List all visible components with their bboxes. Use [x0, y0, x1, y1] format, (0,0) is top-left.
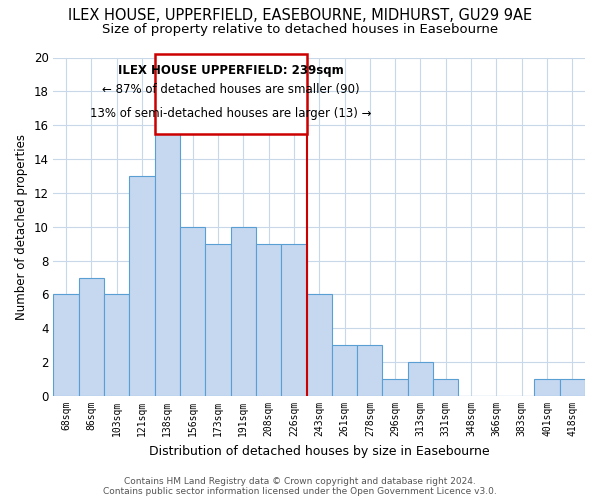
Text: ILEX HOUSE UPPERFIELD: 239sqm: ILEX HOUSE UPPERFIELD: 239sqm: [118, 64, 343, 76]
Text: ILEX HOUSE, UPPERFIELD, EASEBOURNE, MIDHURST, GU29 9AE: ILEX HOUSE, UPPERFIELD, EASEBOURNE, MIDH…: [68, 8, 532, 22]
Bar: [357, 346, 382, 396]
Text: ← 87% of detached houses are smaller (90): ← 87% of detached houses are smaller (90…: [102, 84, 359, 96]
Bar: [382, 379, 408, 396]
Bar: [104, 294, 130, 396]
X-axis label: Distribution of detached houses by size in Easebourne: Distribution of detached houses by size …: [149, 444, 490, 458]
Text: Contains HM Land Registry data © Crown copyright and database right 2024.: Contains HM Land Registry data © Crown c…: [124, 477, 476, 486]
Bar: [205, 244, 230, 396]
Bar: [155, 108, 180, 396]
Bar: [79, 278, 104, 396]
Bar: [307, 294, 332, 396]
Bar: [180, 227, 205, 396]
Bar: [332, 346, 357, 396]
Bar: [560, 379, 585, 396]
Text: Contains public sector information licensed under the Open Government Licence v3: Contains public sector information licen…: [103, 487, 497, 496]
Bar: [53, 294, 79, 396]
Bar: [230, 227, 256, 396]
Bar: [408, 362, 433, 396]
Text: Size of property relative to detached houses in Easebourne: Size of property relative to detached ho…: [102, 22, 498, 36]
Y-axis label: Number of detached properties: Number of detached properties: [15, 134, 28, 320]
Bar: [256, 244, 281, 396]
Bar: [130, 176, 155, 396]
Bar: [535, 379, 560, 396]
Text: 13% of semi-detached houses are larger (13) →: 13% of semi-detached houses are larger (…: [90, 108, 371, 120]
Bar: [281, 244, 307, 396]
Bar: [433, 379, 458, 396]
